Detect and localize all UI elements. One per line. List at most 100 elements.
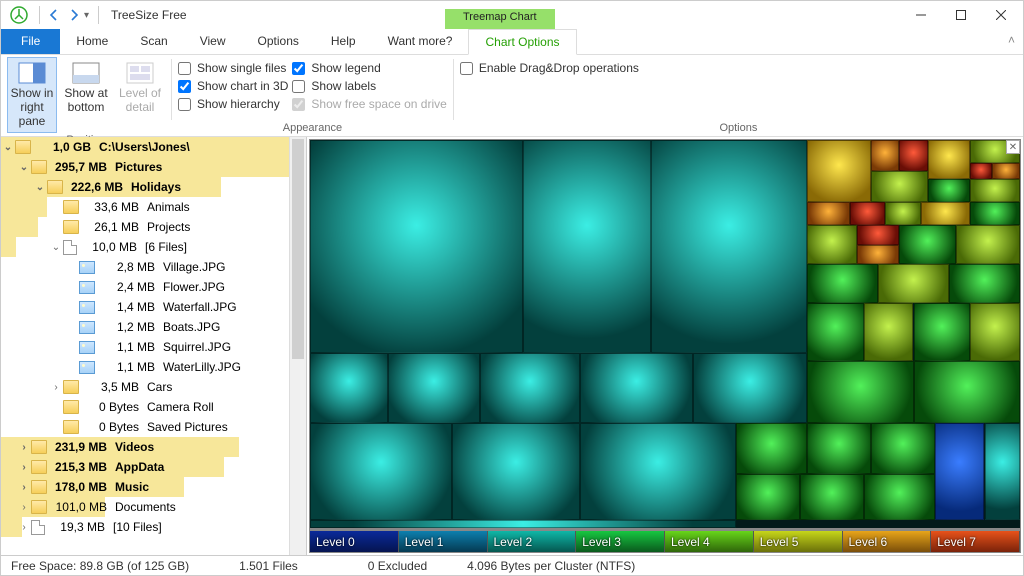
tree-row[interactable]: ⌄295,7 MBPictures [1,157,306,177]
close-button[interactable] [981,1,1021,29]
tab-chart-options[interactable]: Chart Options [468,29,576,55]
treemap-cell[interactable] [388,353,480,423]
tree-row[interactable]: 33,6 MBAnimals [1,197,306,217]
treemap-cell[interactable] [523,140,651,353]
tab-view[interactable]: View [184,29,242,55]
nav-forward-button[interactable] [64,5,84,25]
checkbox-hierarchy[interactable]: Show hierarchy [178,97,288,111]
treemap-cell[interactable] [985,423,1021,520]
treemap-cell[interactable] [935,423,985,520]
maximize-button[interactable] [941,1,981,29]
treemap-cell[interactable] [310,353,388,423]
treemap-cell[interactable] [928,179,971,202]
treemap-cell[interactable] [580,353,694,423]
tab-want-more-[interactable]: Want more? [372,29,469,55]
tree-row[interactable]: ⌄10,0 MB[6 Files] [1,237,306,257]
treemap-cell[interactable] [970,179,1020,202]
treemap-cell[interactable] [850,202,886,225]
tab-scan[interactable]: Scan [124,29,183,55]
tree-row[interactable]: ›178,0 MBMusic [1,477,306,497]
treemap-cell[interactable] [914,361,1021,423]
treemap-cell[interactable] [807,303,864,361]
treemap-cell[interactable] [807,423,871,473]
show-at-bottom-button[interactable]: Show at bottom [61,57,111,133]
expand-icon[interactable]: › [17,462,31,473]
tab-options[interactable]: Options [242,29,315,55]
tab-help[interactable]: Help [315,29,372,55]
treemap-cell[interactable] [992,163,1020,179]
treemap-cell[interactable] [580,423,736,520]
treemap-cell[interactable] [921,202,971,225]
treemap-cell[interactable] [899,140,927,171]
minimize-button[interactable] [901,1,941,29]
treemap-cell[interactable] [857,245,900,264]
collapse-icon[interactable]: ⌄ [17,162,31,173]
treemap-cell[interactable] [864,303,914,361]
treemap-cell[interactable] [310,520,736,528]
ribbon-collapse-button[interactable]: ˄ [1000,29,1023,55]
treemap-cell[interactable] [310,140,523,353]
treemap-cell[interactable] [970,202,1020,225]
tree-row[interactable]: ›215,3 MBAppData [1,457,306,477]
treemap-cell[interactable] [864,474,935,521]
expand-icon[interactable]: › [49,382,63,393]
tab-file[interactable]: File [1,29,60,55]
treemap-cell[interactable] [800,474,864,521]
tree-row[interactable]: ›19,3 MB[10 Files] [1,517,306,537]
chart-close-button[interactable]: ✕ [1006,140,1020,154]
treemap-cell[interactable] [480,353,579,423]
tab-home[interactable]: Home [60,29,124,55]
treemap-cell[interactable] [736,474,800,521]
checkbox-legend[interactable]: Show legend [292,61,446,75]
tree-row[interactable]: 2,8 MBVillage.JPG [1,257,306,277]
tree-row[interactable]: 26,1 MBProjects [1,217,306,237]
nav-history-dropdown[interactable]: ▾ [84,10,94,21]
treemap-cell[interactable] [928,140,971,179]
tree-row[interactable]: ⌄222,6 MBHolidays [1,177,306,197]
tree-row[interactable]: 1,1 MBWaterLilly.JPG [1,357,306,377]
tree-row[interactable]: 0 BytesSaved Pictures [1,417,306,437]
tree-row[interactable]: 1,1 MBSquirrel.JPG [1,337,306,357]
tree-scrollbar[interactable] [289,137,306,555]
treemap-cell[interactable] [970,163,991,179]
treemap-cell[interactable] [949,264,1020,303]
tree-row[interactable]: 0 BytesCamera Roll [1,397,306,417]
checkbox-chart-3d[interactable]: Show chart in 3D [178,79,288,93]
treemap-cell[interactable] [871,423,935,473]
nav-back-button[interactable] [44,5,64,25]
treemap-cell[interactable] [899,225,956,264]
tree-row[interactable]: 1,4 MBWaterfall.JPG [1,297,306,317]
treemap-cell[interactable] [871,171,928,202]
tree-row[interactable]: 1,2 MBBoats.JPG [1,317,306,337]
treemap-cell[interactable] [956,225,1020,264]
treemap-cell[interactable] [871,140,899,171]
tree-root[interactable]: ⌄1,0 GBC:\Users\Jones\ [1,137,306,157]
collapse-icon[interactable]: ⌄ [1,142,15,153]
treemap-cell[interactable] [807,225,857,264]
show-in-right-pane-button[interactable]: Show in right pane [7,57,57,133]
tree-row[interactable]: ›3,5 MBCars [1,377,306,397]
treemap-cell[interactable] [914,303,971,361]
treemap-cell[interactable] [736,423,807,473]
tree-row[interactable]: ›101,0 MBDocuments [1,497,306,517]
tree-row[interactable]: 2,4 MBFlower.JPG [1,277,306,297]
expand-icon[interactable]: › [17,442,31,453]
checkbox-dragdrop[interactable]: Enable Drag&Drop operations [460,61,639,75]
treemap-cell[interactable] [807,140,871,202]
treemap-cell[interactable] [452,423,580,520]
treemap-cell[interactable] [693,353,807,423]
treemap-cell[interactable] [310,423,452,520]
checkbox-labels[interactable]: Show labels [292,79,446,93]
collapse-icon[interactable]: ⌄ [49,242,63,253]
treemap-cell[interactable] [807,361,914,423]
treemap-cell[interactable] [885,202,921,225]
treemap-cell[interactable] [878,264,949,303]
collapse-icon[interactable]: ⌄ [33,182,47,193]
expand-icon[interactable]: › [17,522,31,533]
treemap-chart[interactable]: ✕ [309,139,1021,529]
treemap-cell[interactable] [857,225,900,244]
expand-icon[interactable]: › [17,482,31,493]
treemap-cell[interactable] [807,264,878,303]
treemap-cell[interactable] [970,303,1020,361]
expand-icon[interactable]: › [17,502,31,513]
